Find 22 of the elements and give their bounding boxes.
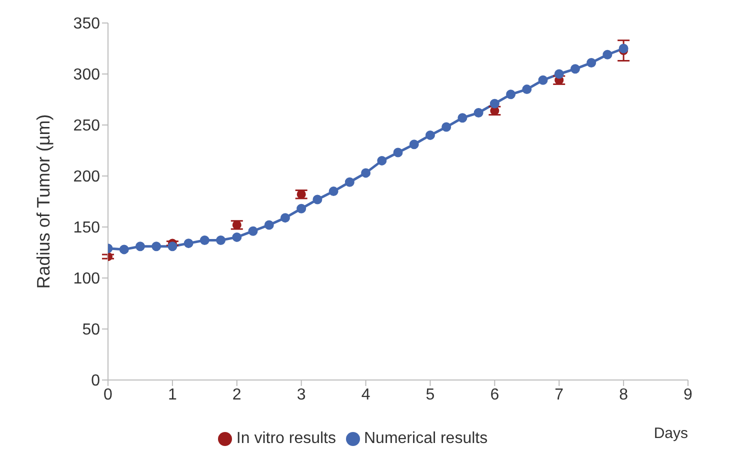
x-tick-label: 3: [296, 386, 306, 404]
y-tick-label: 100: [73, 270, 100, 288]
x-tick-label: 6: [490, 386, 500, 404]
y-axis-title: Radius of Tumor (µm): [33, 114, 54, 289]
x-tick-label: 0: [104, 386, 113, 404]
x-tick-label: 1: [168, 386, 177, 404]
y-tick-label: 150: [73, 220, 100, 237]
legend-label: In vitro results: [236, 430, 336, 447]
x-tick-label: 9: [684, 386, 693, 404]
x-tick-label: 2: [232, 386, 242, 404]
legend-label: Numerical results: [364, 430, 488, 447]
y-tick-label: 200: [73, 168, 100, 186]
y-tick-label: 250: [73, 118, 100, 135]
y-tick-label: 300: [73, 66, 100, 84]
x-tick-label: 5: [426, 386, 435, 404]
x-axis-title: Days: [654, 425, 688, 442]
x-tick-label: 7: [554, 386, 564, 404]
y-tick-label: 0: [91, 372, 100, 390]
y-tick-label: 50: [82, 322, 100, 339]
y-tick-label: 350: [73, 16, 100, 33]
x-tick-label: 8: [619, 386, 628, 404]
x-tick-label: 4: [361, 386, 370, 404]
